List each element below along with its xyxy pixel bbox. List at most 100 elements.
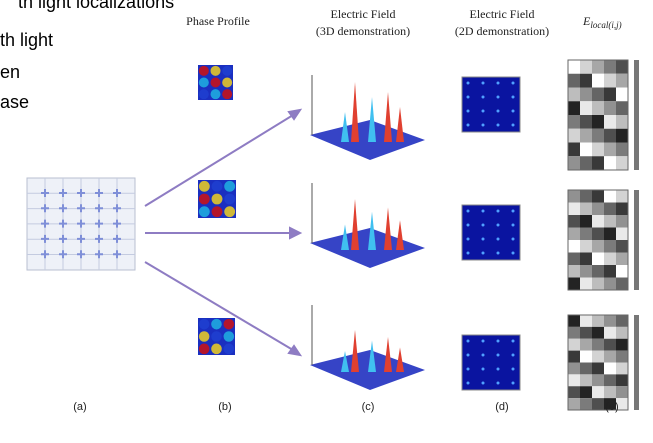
- field-dot: [467, 110, 470, 113]
- e-cell: [604, 253, 616, 266]
- e-cell: [604, 228, 616, 241]
- e-cell: [604, 265, 616, 278]
- e-cell: [616, 74, 628, 88]
- field-dot: [497, 124, 500, 127]
- e-cell: [604, 215, 616, 228]
- e-cell: [568, 278, 580, 291]
- field-dot: [482, 224, 485, 227]
- phase-blob: [199, 181, 210, 192]
- spike: [396, 348, 404, 373]
- panels: [198, 60, 639, 410]
- phase-blob: [211, 66, 221, 76]
- phase-blob: [224, 344, 235, 355]
- field-3d: [310, 228, 425, 268]
- field-dot: [497, 368, 500, 371]
- e-cell: [568, 190, 580, 203]
- phase-blob: [222, 78, 232, 88]
- e-cell: [580, 190, 592, 203]
- phase-blob: [224, 194, 235, 205]
- e-cell: [568, 265, 580, 278]
- side-text: th light localizations: [18, 0, 174, 12]
- e-cell: [568, 339, 580, 351]
- e-cell: [568, 156, 580, 170]
- e-cell: [580, 339, 592, 351]
- e-cell: [592, 101, 604, 115]
- field-dot: [497, 354, 500, 357]
- e-cell: [616, 129, 628, 143]
- e-cell: [592, 88, 604, 102]
- e-cell: [568, 88, 580, 102]
- e-cell: [616, 253, 628, 266]
- e-cell: [592, 203, 604, 216]
- phase-blob: [224, 331, 235, 342]
- field-dot: [512, 238, 515, 241]
- e-cell: [604, 74, 616, 88]
- field-dot: [482, 110, 485, 113]
- colorbar: [634, 190, 639, 290]
- field-dot: [482, 96, 485, 99]
- field-dot: [467, 340, 470, 343]
- e-cell: [568, 398, 580, 410]
- phase-blob: [224, 181, 235, 192]
- field-dot: [467, 354, 470, 357]
- phase-blob: [212, 181, 223, 192]
- field-dot: [512, 340, 515, 343]
- e-cell: [580, 240, 592, 253]
- phase-blob: [212, 206, 223, 217]
- e-cell: [616, 190, 628, 203]
- e-cell: [580, 363, 592, 375]
- e-cell: [604, 203, 616, 216]
- colorbar: [634, 315, 639, 410]
- e-cell: [592, 228, 604, 241]
- e-cell: [568, 215, 580, 228]
- e-cell: [580, 386, 592, 398]
- e-cell: [580, 327, 592, 339]
- e-cell: [568, 60, 580, 74]
- column-subtitle: (2D demonstration): [455, 24, 549, 38]
- field-dot: [512, 368, 515, 371]
- e-cell: [604, 88, 616, 102]
- e-cell: [592, 143, 604, 157]
- field-dot: [512, 354, 515, 357]
- e-cell: [592, 363, 604, 375]
- phase-blob: [224, 206, 235, 217]
- e-cell: [592, 386, 604, 398]
- field-dot: [497, 238, 500, 241]
- e-cell: [568, 129, 580, 143]
- phase-blob: [211, 89, 221, 99]
- field-3d: [310, 350, 425, 390]
- field-dot: [497, 224, 500, 227]
- field-dot: [497, 340, 500, 343]
- e-cell: [580, 88, 592, 102]
- e-cell: [604, 374, 616, 386]
- e-cell: [616, 351, 628, 363]
- phase-blob: [199, 89, 209, 99]
- field-dot: [467, 238, 470, 241]
- e-cell: [604, 327, 616, 339]
- e-cell: [592, 351, 604, 363]
- e-cell: [568, 327, 580, 339]
- e-cell: [580, 253, 592, 266]
- field-2d: [462, 77, 520, 132]
- e-cell: [604, 190, 616, 203]
- e-cell: [568, 363, 580, 375]
- e-cell: [616, 143, 628, 157]
- e-cell: [592, 374, 604, 386]
- e-cell: [568, 386, 580, 398]
- e-cell: [568, 115, 580, 129]
- column-symbol: Elocal(i,j): [582, 14, 622, 30]
- figure: th light localizations th light en ase P…: [0, 0, 653, 443]
- field-dot: [482, 124, 485, 127]
- e-cell: [616, 88, 628, 102]
- e-cell: [616, 240, 628, 253]
- e-cell: [616, 203, 628, 216]
- e-cell: [580, 278, 592, 291]
- e-cell: [604, 240, 616, 253]
- e-cell: [604, 156, 616, 170]
- e-cell: [580, 374, 592, 386]
- e-cell: [580, 351, 592, 363]
- panel-label: (b): [218, 401, 231, 413]
- field-dot: [467, 252, 470, 255]
- phase-blob: [211, 78, 221, 88]
- e-cell: [592, 156, 604, 170]
